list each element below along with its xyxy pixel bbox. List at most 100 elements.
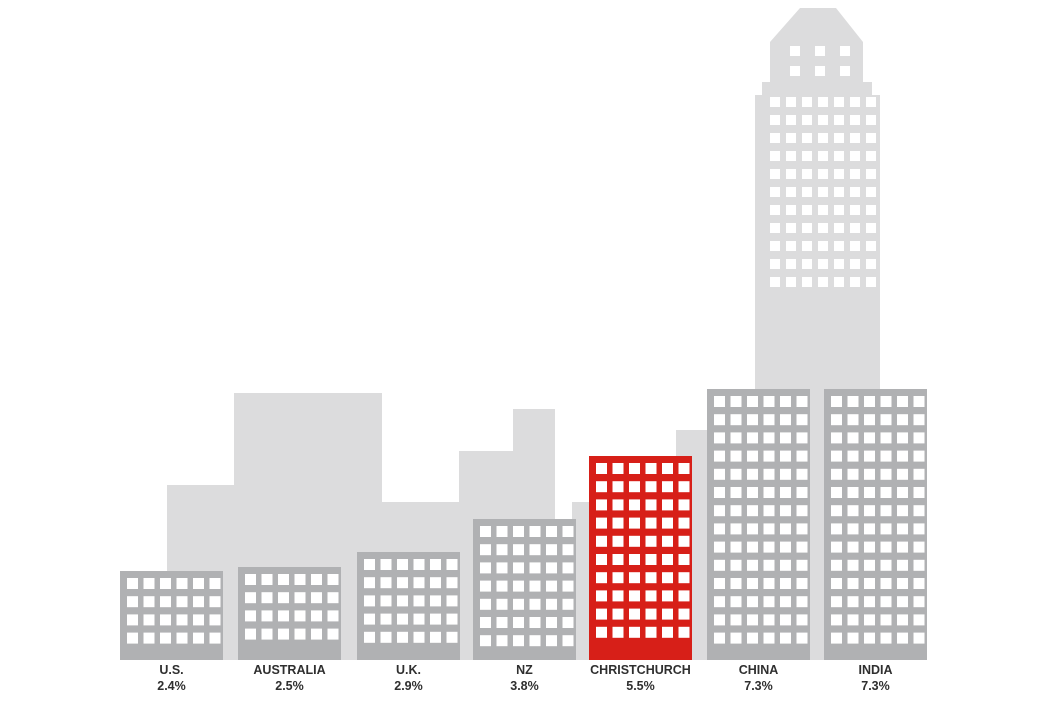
bar-window	[780, 487, 791, 498]
bar-window	[796, 541, 808, 553]
skyscraper-window	[802, 169, 812, 179]
bar-window	[446, 631, 458, 643]
skyscraper-window	[770, 241, 780, 251]
skyscraper-window	[786, 169, 796, 179]
bar-window	[747, 596, 758, 608]
skyscraper-window	[866, 277, 876, 287]
bar-window	[780, 523, 791, 535]
bar-window	[730, 505, 742, 517]
skyscraper-window	[770, 259, 780, 269]
bar-window	[730, 450, 742, 462]
bar-window	[629, 481, 640, 493]
bar-window	[662, 590, 673, 602]
bar-window	[796, 614, 808, 626]
bar-window	[747, 559, 758, 571]
bar-window	[796, 523, 808, 535]
bar-window	[645, 517, 657, 529]
bar-window	[261, 628, 273, 640]
bar-window	[678, 608, 690, 620]
bar-window	[913, 505, 925, 517]
skyscraper-window	[818, 151, 828, 161]
bar-window	[847, 559, 859, 571]
skyscraper-window	[834, 259, 844, 269]
bar-window	[245, 592, 256, 604]
skyscraper-window	[850, 277, 860, 287]
bar-window	[209, 596, 221, 608]
bar-window	[160, 614, 171, 626]
skyscraper-window	[786, 259, 796, 269]
bar-window	[311, 574, 322, 585]
skyscraper-window	[834, 187, 844, 197]
bar-window	[529, 544, 541, 556]
bar-window	[847, 414, 859, 426]
bar-window	[193, 596, 204, 608]
bar-window	[261, 574, 273, 585]
bar-window	[796, 432, 808, 444]
bar-window	[294, 628, 306, 640]
bar-window	[380, 613, 392, 625]
skyscraper-window	[802, 187, 812, 197]
value-label: 7.3%	[861, 679, 890, 693]
bar-window	[278, 610, 289, 622]
bar-window	[513, 635, 524, 647]
bar-window	[496, 598, 508, 610]
bar-window	[780, 632, 791, 644]
bar-window	[796, 468, 808, 480]
bar-window	[311, 628, 322, 640]
bar-window	[747, 505, 758, 517]
bar-window	[831, 414, 842, 426]
bar-window	[796, 414, 808, 426]
value-label: 7.3%	[744, 679, 773, 693]
bar-window	[562, 635, 574, 647]
bar-window	[413, 613, 425, 625]
bar-window	[176, 614, 188, 626]
skyscraper-window	[866, 187, 876, 197]
skyscraper-window	[850, 223, 860, 233]
bar-window	[780, 432, 791, 444]
bar-window	[864, 468, 875, 480]
bar-group	[824, 389, 927, 660]
bar-window	[596, 517, 607, 529]
bar-window	[880, 632, 892, 644]
bar-window	[747, 523, 758, 535]
bar-window	[645, 608, 657, 620]
bar-window	[612, 608, 624, 620]
bar-window	[678, 499, 690, 511]
bar-window	[261, 610, 273, 622]
bars	[120, 389, 927, 660]
bar-window	[847, 505, 859, 517]
bar-window	[763, 523, 775, 535]
bar-window	[612, 626, 624, 638]
bar-window	[480, 635, 491, 647]
bar-window	[897, 632, 908, 644]
skyscraper-window	[866, 241, 876, 251]
bar-window	[529, 562, 541, 574]
bar-window	[747, 541, 758, 553]
bar-window	[763, 505, 775, 517]
bar-window	[546, 635, 557, 647]
bar-window	[847, 432, 859, 444]
bar-window	[193, 632, 204, 644]
bar-window	[913, 468, 925, 480]
bar-window	[714, 450, 725, 462]
bar-window	[430, 595, 441, 607]
bar-window	[529, 580, 541, 592]
skyscraper-window	[850, 241, 860, 251]
bar-window	[529, 526, 541, 537]
bar-window	[714, 632, 725, 644]
skyscraper-window	[770, 115, 780, 125]
bar-window	[596, 572, 607, 584]
bar-window	[897, 541, 908, 553]
bar-window	[730, 432, 742, 444]
bar-window	[678, 626, 690, 638]
bar-window	[763, 468, 775, 480]
bar-window	[763, 414, 775, 426]
bar-window	[747, 468, 758, 480]
bar-window	[562, 598, 574, 610]
skyscraper-window	[850, 97, 860, 107]
bar-window	[831, 596, 842, 608]
skyscraper-window	[786, 133, 796, 143]
bar-window	[880, 596, 892, 608]
bar-window	[480, 544, 491, 556]
bar-window	[831, 578, 842, 589]
